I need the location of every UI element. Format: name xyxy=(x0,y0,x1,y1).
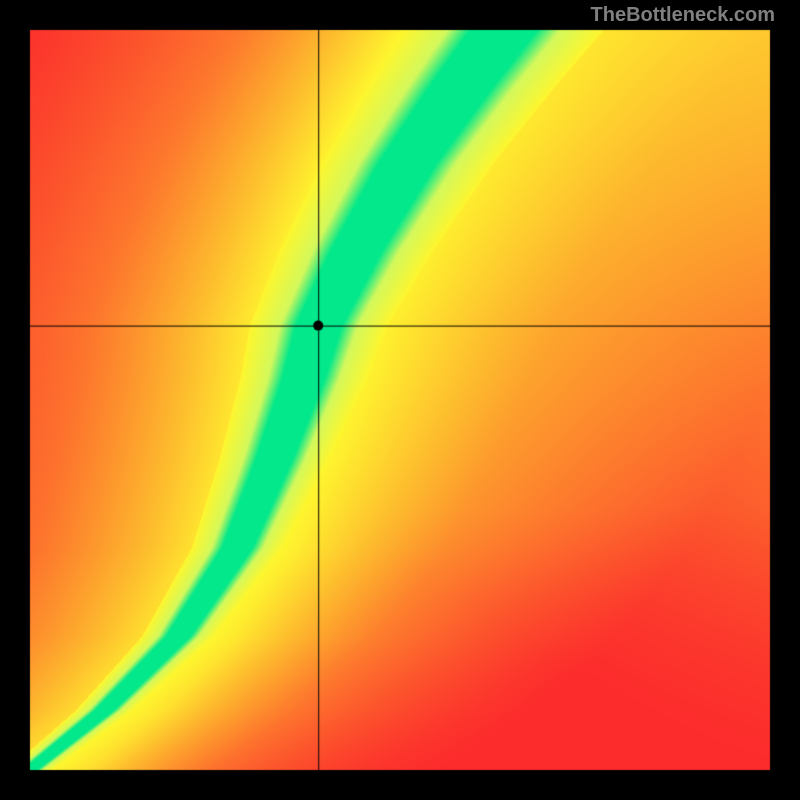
chart-container: TheBottleneck.com xyxy=(0,0,800,800)
bottleneck-heatmap xyxy=(0,0,800,800)
watermark-text: TheBottleneck.com xyxy=(591,4,775,27)
